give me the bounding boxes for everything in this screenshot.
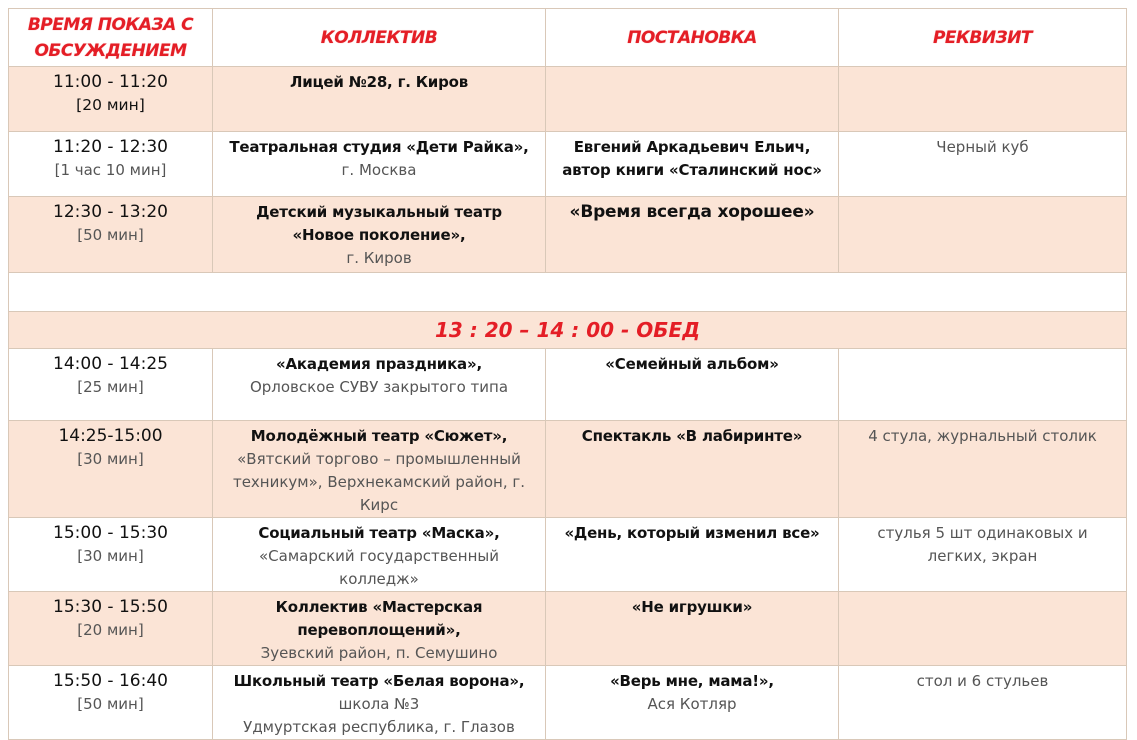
props-cell: стол и 6 стульев xyxy=(838,665,1127,740)
play-cell: «Не игрушки» xyxy=(545,591,839,666)
time-cell: 14:00 - 14:25 [25 мин] xyxy=(8,348,213,421)
play-line: Спектакль «В лабиринте» xyxy=(581,427,803,445)
play-cell: Спектакль «В лабиринте» xyxy=(545,420,839,518)
time-cell: 14:25-15:00 [30 мин] xyxy=(8,420,213,518)
play-cell: «День, который изменил все» xyxy=(545,517,839,592)
table-row: 11:20 - 12:30 [1 час 10 мин] Театральная с… xyxy=(8,131,1127,197)
table-row: 15:30 - 15:50 [20 мин] Коллектив «Мастерск… xyxy=(8,591,1127,666)
spacer-row xyxy=(8,272,1127,312)
props-text: стулья 5 шт одинаковых и легких, экран xyxy=(877,524,1088,565)
group-line: «Академия праздника», xyxy=(276,355,482,373)
time-range: 14:00 - 14:25 xyxy=(53,354,168,374)
props-text: 4 стула, журнальный столик xyxy=(868,427,1097,445)
play-cell: «Верь мне, мама!», Ася Котляр xyxy=(545,665,839,740)
group-line: Орловское СУВУ закрытого типа xyxy=(249,378,509,396)
play-cell xyxy=(545,66,839,132)
time-range: 15:30 - 15:50 xyxy=(53,597,168,617)
time-cell: 15:50 - 16:40 [50 мин] xyxy=(8,665,213,740)
time-cell: 12:30 - 13:20 [50 мин] xyxy=(8,196,213,273)
duration: [1 час 10 мин] xyxy=(54,161,167,179)
time-range: 15:50 - 16:40 xyxy=(53,671,168,691)
time-range: 12:30 - 13:20 xyxy=(53,202,168,222)
duration: [50 мин] xyxy=(77,226,144,244)
group-cell: Коллектив «Мастерская перевоплощений», Зу… xyxy=(212,591,546,666)
group-line: Лицей №28, г. Киров xyxy=(289,73,469,91)
duration: [30 мин] xyxy=(77,547,144,565)
header-group: Коллектив xyxy=(212,8,546,67)
table-row: 14:25-15:00 [30 мин] Молодёжный театр «Сюж… xyxy=(8,420,1127,518)
props-cell: Черный куб xyxy=(838,131,1127,197)
play-line: Евгений Аркадьевич Ельич, xyxy=(573,138,811,156)
lunch-row: 13 : 20 – 14 : 00 - ОБЕД xyxy=(8,311,1127,349)
time-range: 15:00 - 15:30 xyxy=(53,523,168,543)
props-cell: 4 стула, журнальный столик xyxy=(838,420,1127,518)
time-range: 14:25-15:00 xyxy=(58,426,163,446)
table-row: 15:00 - 15:30 [30 мин] Социальный театр «М… xyxy=(8,517,1127,592)
group-cell: Молодёжный театр «Сюжет», «Вятский торгов… xyxy=(212,420,546,518)
play-line: «Семейный альбом» xyxy=(605,355,779,373)
spacer-cell xyxy=(8,272,1127,312)
time-cell: 11:00 - 11:20 [20 мин] xyxy=(8,66,213,132)
props-text: Черный куб xyxy=(936,138,1029,156)
group-line: «Новое поколение», xyxy=(292,226,466,244)
group-cell: Социальный театр «Маска», «Самарский госу… xyxy=(212,517,546,592)
group-line: Удмуртская республика, г. Глазов xyxy=(243,718,515,736)
time-range: 11:00 - 11:20 xyxy=(53,72,168,92)
play-line: «Не игрушки» xyxy=(631,598,753,616)
duration: [25 мин] xyxy=(77,378,144,396)
time-cell: 15:30 - 15:50 [20 мин] xyxy=(8,591,213,666)
duration: [50 мин] xyxy=(77,695,144,713)
props-cell: стулья 5 шт одинаковых и легких, экран xyxy=(838,517,1127,592)
group-line: г. Киров xyxy=(346,249,412,267)
play-cell: Евгений Аркадьевич Ельич, автор книги «Ст… xyxy=(545,131,839,197)
group-line: Школьный театр «Белая ворона», xyxy=(233,672,525,690)
props-cell xyxy=(838,591,1127,666)
duration: [20 мин] xyxy=(77,621,144,639)
group-line: школа №3 xyxy=(338,695,420,713)
group-cell: Лицей №28, г. Киров xyxy=(212,66,546,132)
group-cell: Театральная студия «Дети Райка», г. Москв… xyxy=(212,131,546,197)
header-props: Реквизит xyxy=(838,8,1127,67)
time-cell: 11:20 - 12:30 [1 час 10 мин] xyxy=(8,131,213,197)
group-line: Зуевский район, п. Семушино xyxy=(260,644,498,662)
props-cell xyxy=(838,348,1127,421)
group-cell: Школьный театр «Белая ворона», школа №3 Уд… xyxy=(212,665,546,740)
group-line: Социальный театр «Маска», xyxy=(258,524,500,542)
props-text: стол и 6 стульев xyxy=(916,672,1049,690)
duration: [20 мин] xyxy=(76,96,145,114)
props-cell xyxy=(838,66,1127,132)
time-range: 11:20 - 12:30 xyxy=(53,137,168,157)
schedule-table: Время показа с обсуждением Коллектив Пос… xyxy=(8,8,1127,740)
group-line: «Вятский торгово – промышленный техникум… xyxy=(232,450,526,514)
play-line: «День, который изменил все» xyxy=(564,524,820,542)
props-cell xyxy=(838,196,1127,273)
play-line: автор книги «Сталинский нос» xyxy=(562,161,822,179)
group-cell: Детский музыкальный театр «Новое поколени… xyxy=(212,196,546,273)
group-line: Молодёжный театр «Сюжет», xyxy=(250,427,508,445)
group-line: Детский музыкальный театр xyxy=(256,203,502,221)
group-line: Коллектив «Мастерская перевоплощений», xyxy=(275,598,483,639)
lunch-break: 13 : 20 – 14 : 00 - ОБЕД xyxy=(8,311,1127,349)
header-row: Время показа с обсуждением Коллектив Пос… xyxy=(8,8,1127,67)
table-row: 14:00 - 14:25 [25 мин] «Академия праздника… xyxy=(8,348,1127,421)
group-cell: «Академия праздника», Орловское СУВУ закр… xyxy=(212,348,546,421)
header-play: Постановка xyxy=(545,8,839,67)
group-line: г. Москва xyxy=(341,161,417,179)
group-line: Театральная студия «Дети Райка», xyxy=(229,138,529,156)
table-row: 11:00 - 11:20 [20 мин] Лицей №28, г. Киров xyxy=(8,66,1127,132)
play-line: «Время всегда хорошее» xyxy=(569,202,815,222)
table-row: 12:30 - 13:20 [50 мин] Детский музыкальный… xyxy=(8,196,1127,273)
play-cell: «Время всегда хорошее» xyxy=(545,196,839,273)
group-line: «Самарский государственный колледж» xyxy=(259,547,499,588)
duration: [30 мин] xyxy=(77,450,144,468)
time-cell: 15:00 - 15:30 [30 мин] xyxy=(8,517,213,592)
header-time: Время показа с обсуждением xyxy=(8,8,213,67)
play-line: Ася Котляр xyxy=(647,695,737,713)
play-cell: «Семейный альбом» xyxy=(545,348,839,421)
table-row: 15:50 - 16:40 [50 мин] Школьный театр «Бел… xyxy=(8,665,1127,740)
play-line: «Верь мне, мама!», xyxy=(610,672,774,690)
